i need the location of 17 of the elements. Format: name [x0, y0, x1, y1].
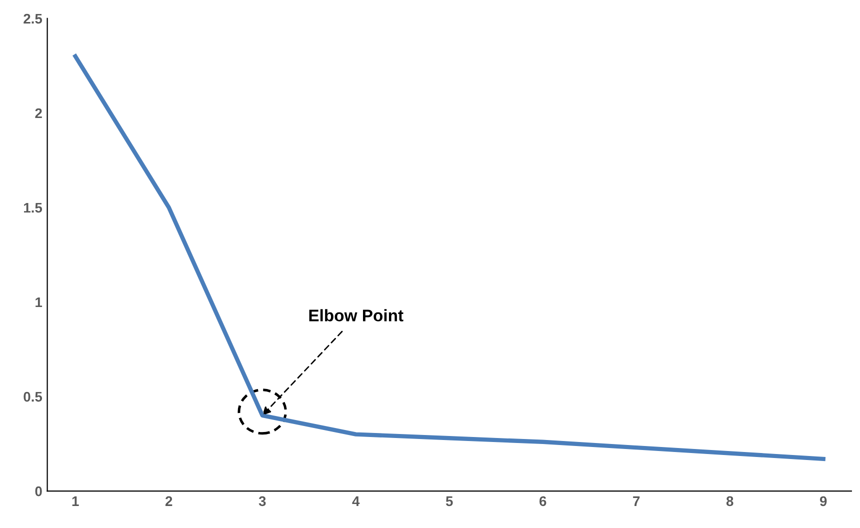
x-tick-label: 5	[446, 496, 453, 506]
y-tick-label: 1	[36, 297, 42, 308]
x-tick-label: 1	[72, 496, 79, 506]
x-tick-label: 7	[633, 496, 640, 506]
y-tick-label: 0.5	[24, 392, 42, 402]
annotation: Elbow Point	[309, 309, 404, 322]
x-tick-label: 4	[352, 496, 360, 506]
y-tick-label: 2	[35, 108, 42, 118]
y-tick-label: 1.5	[24, 202, 42, 213]
x-tick-label: 9	[820, 496, 827, 506]
y-tick-label: 0	[35, 486, 42, 496]
x-tick-label: 6	[539, 496, 546, 506]
x-tick-label: 3	[258, 496, 266, 506]
line-series	[73, 54, 826, 461]
x-tick-label: 8	[726, 496, 734, 506]
x-tick-label: 2	[165, 496, 172, 506]
y-tick-label: 2.5	[24, 14, 42, 24]
